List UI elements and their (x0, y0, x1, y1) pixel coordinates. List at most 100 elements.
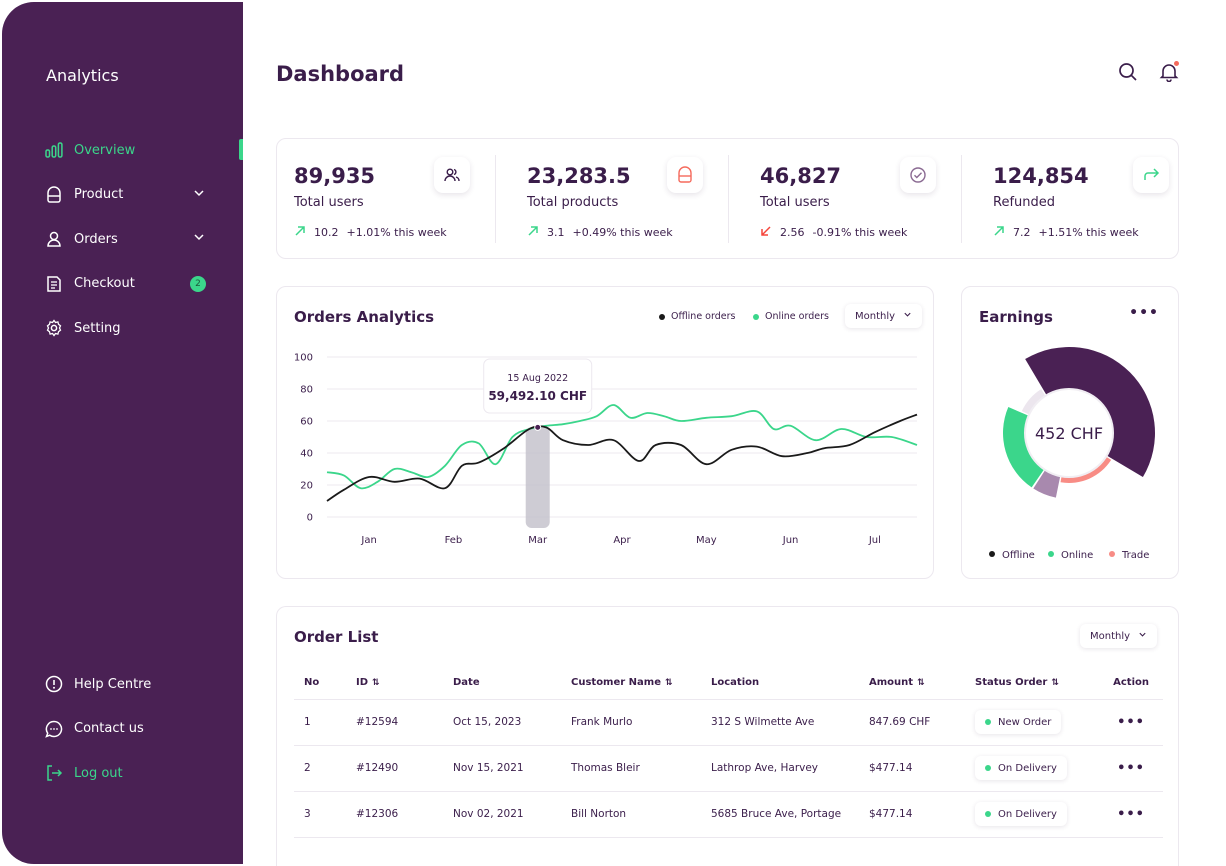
cell-location: 312 S Wilmette Ave (701, 699, 859, 746)
orders-analytics-card: Orders Analytics Offline orders Online o… (276, 286, 934, 579)
bar-chart-icon (44, 140, 64, 160)
period-select[interactable]: Monthly (845, 304, 923, 328)
row-more-options-icon[interactable]: ••• (1117, 714, 1145, 730)
sidebar-item-label: Product (74, 187, 124, 203)
table-row: 3 #12306 Nov 02, 2021 Bill Norton 5685 B… (294, 791, 1163, 838)
stat-total-users-2: 46,827 Total users 2.56 -0.91% this week (743, 139, 968, 260)
tooltip-value: 59,492.10 CHF (488, 389, 587, 403)
sidebar-item-label: Checkout (74, 276, 135, 292)
donut-slice-light (1021, 389, 1049, 418)
x-tick-label: Jun (782, 535, 799, 546)
chevron-down-icon (193, 231, 205, 247)
users-icon (434, 157, 470, 193)
cell-status: On Delivery (965, 745, 1093, 792)
sidebar-item-overview[interactable]: Overview (2, 128, 243, 173)
earnings-donut-chart: 452 CHF Offline Online Trade (989, 347, 1155, 561)
status-dot (985, 811, 991, 817)
cell-location: 5685 Bruce Ave, Portage (701, 791, 859, 838)
orders-line-chart: 0 20 40 60 80 100 Jan Feb Mar Apr May Jun Jul 15 Aug … (294, 353, 918, 546)
donut-center (1024, 388, 1114, 478)
legend-label-trade: Trade (1121, 550, 1149, 561)
sort-icon: ⇅ (917, 678, 925, 689)
sidebar-item-orders[interactable]: Orders (2, 217, 243, 262)
sidebar-item-label: Contact us (74, 721, 144, 737)
cell-customer: Frank Murlo (561, 699, 701, 746)
stat-trend-value: 7.2 (1013, 226, 1031, 239)
hover-column (525, 427, 550, 528)
column-header-id[interactable]: ID ⇅ (346, 667, 443, 700)
legend-label: Online orders (765, 311, 829, 322)
stat-trend-text: +0.49% this week (572, 226, 673, 239)
x-tick-label: Apr (613, 535, 631, 546)
cell-status: New Order (965, 699, 1093, 746)
search-icon[interactable] (1116, 60, 1140, 84)
cell-date: Nov 15, 2021 (443, 745, 561, 792)
chevron-down-icon (193, 187, 205, 203)
stat-trend-text: +1.01% this week (346, 226, 447, 239)
cell-id: #12306 (346, 791, 443, 838)
notification-bell-icon[interactable] (1157, 60, 1181, 84)
sidebar-item-contact-us[interactable]: Contact us (2, 707, 243, 752)
cell-no: 2 (294, 745, 346, 792)
stat-label: Total products (527, 195, 619, 210)
stat-value: 124,854 (993, 164, 1089, 188)
stat-trend: 2.56 -0.91% this week (760, 225, 907, 240)
sidebar-item-product[interactable]: Product (2, 173, 243, 218)
stat-label: Total users (760, 195, 830, 210)
sidebar-item-label: Setting (74, 320, 121, 336)
chevron-down-icon (1138, 630, 1147, 642)
row-more-options-icon[interactable]: ••• (1117, 806, 1145, 822)
cell-status: On Delivery (965, 791, 1093, 838)
table-header-row: No ID ⇅ Date Customer Name ⇅ Location Amou… (294, 667, 1163, 700)
column-header-customer[interactable]: Customer Name ⇅ (561, 667, 701, 700)
column-header-status[interactable]: Status Order ⇅ (965, 667, 1093, 700)
donut-slice-online (1003, 407, 1048, 488)
earnings-title: Earnings (979, 308, 1053, 326)
order-list-title: Order List (294, 628, 379, 646)
cell-amount: $477.14 (859, 791, 965, 838)
legend-online: Online orders (753, 311, 829, 322)
cell-customer: Thomas Bleir (561, 745, 701, 792)
legend-dot (659, 313, 665, 320)
active-indicator (239, 139, 243, 160)
column-header-amount[interactable]: Amount ⇅ (859, 667, 965, 700)
hover-point (534, 423, 542, 431)
cell-action: ••• (1093, 699, 1163, 746)
stat-trend-value: 2.56 (780, 226, 805, 239)
stat-trend-value: 3.1 (547, 226, 565, 239)
stat-trend-text: -0.91% this week (812, 226, 908, 239)
period-select-value: Monthly (855, 310, 896, 322)
legend-dot (989, 551, 995, 557)
info-icon (44, 674, 64, 694)
x-tick-label: May (696, 535, 717, 546)
donut-center-label: 452 CHF (1035, 424, 1103, 443)
product-icon (44, 185, 64, 205)
sidebar-item-setting[interactable]: Setting (2, 306, 243, 351)
stat-trend: 3.1 +0.49% this week (527, 225, 673, 240)
stat-label: Refunded (993, 195, 1056, 210)
arrow-up-icon (527, 225, 539, 240)
x-tick-label: Feb (445, 535, 463, 546)
legend-label-online: Online (1061, 550, 1093, 561)
stats-card: 89,935 Total users 10.2 +1.01% this week… (276, 138, 1179, 259)
column-header-no: No (294, 667, 346, 700)
cell-amount: $477.14 (859, 745, 965, 792)
divider (728, 155, 729, 243)
sidebar-nav: Overview Product Orders (2, 128, 243, 351)
legend-dot (1109, 551, 1115, 557)
row-more-options-icon[interactable]: ••• (1117, 760, 1145, 776)
sidebar-item-log-out[interactable]: Log out (2, 751, 243, 796)
receipt-icon (44, 274, 64, 294)
sidebar-item-help-centre[interactable]: Help Centre (2, 662, 243, 707)
brand-title: Analytics (46, 66, 119, 85)
more-options-icon[interactable]: ••• (1129, 305, 1159, 321)
divider (495, 155, 496, 243)
tooltip-date: 15 Aug 2022 (507, 373, 568, 384)
order-period-select[interactable]: Monthly (1080, 624, 1158, 648)
sidebar-item-label: Help Centre (74, 676, 152, 692)
column-header-location: Location (701, 667, 859, 700)
logout-icon (44, 763, 64, 783)
sidebar-item-checkout[interactable]: Checkout 2 (2, 262, 243, 307)
y-tick-label: 20 (300, 481, 313, 492)
